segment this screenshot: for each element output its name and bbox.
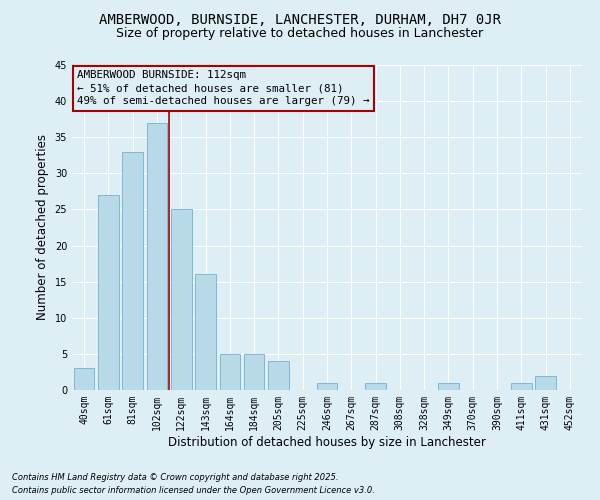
Bar [220, 354, 240, 390]
Bar [438, 383, 459, 390]
X-axis label: Distribution of detached houses by size in Lanchester: Distribution of detached houses by size … [168, 436, 486, 448]
Bar [195, 274, 216, 390]
Bar [98, 195, 119, 390]
Bar [122, 152, 143, 390]
Text: Contains HM Land Registry data © Crown copyright and database right 2025.: Contains HM Land Registry data © Crown c… [12, 474, 338, 482]
Bar [365, 383, 386, 390]
Bar [511, 383, 532, 390]
Bar [171, 210, 191, 390]
Y-axis label: Number of detached properties: Number of detached properties [36, 134, 49, 320]
Bar [244, 354, 265, 390]
Text: Size of property relative to detached houses in Lanchester: Size of property relative to detached ho… [116, 28, 484, 40]
Text: AMBERWOOD, BURNSIDE, LANCHESTER, DURHAM, DH7 0JR: AMBERWOOD, BURNSIDE, LANCHESTER, DURHAM,… [99, 12, 501, 26]
Bar [317, 383, 337, 390]
Bar [74, 368, 94, 390]
Text: Contains public sector information licensed under the Open Government Licence v3: Contains public sector information licen… [12, 486, 375, 495]
Text: AMBERWOOD BURNSIDE: 112sqm
← 51% of detached houses are smaller (81)
49% of semi: AMBERWOOD BURNSIDE: 112sqm ← 51% of deta… [77, 70, 370, 106]
Bar [146, 123, 167, 390]
Bar [535, 376, 556, 390]
Bar [268, 361, 289, 390]
